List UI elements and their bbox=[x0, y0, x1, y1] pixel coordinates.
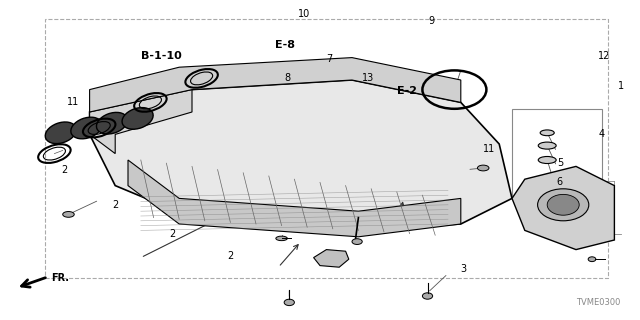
Polygon shape bbox=[90, 58, 461, 112]
Text: FR.: FR. bbox=[51, 273, 69, 284]
Text: 13: 13 bbox=[362, 73, 374, 84]
Polygon shape bbox=[90, 90, 192, 154]
Text: 10: 10 bbox=[298, 9, 310, 20]
Ellipse shape bbox=[63, 212, 74, 217]
Ellipse shape bbox=[547, 195, 579, 215]
Text: 2: 2 bbox=[112, 200, 118, 210]
Text: TVME0300: TVME0300 bbox=[577, 298, 621, 307]
Ellipse shape bbox=[538, 142, 556, 149]
Ellipse shape bbox=[538, 156, 556, 164]
Text: 11: 11 bbox=[483, 144, 495, 154]
Ellipse shape bbox=[71, 117, 102, 139]
Ellipse shape bbox=[276, 236, 287, 241]
Text: E-8: E-8 bbox=[275, 40, 295, 50]
Text: B-1-10: B-1-10 bbox=[141, 51, 182, 61]
Ellipse shape bbox=[122, 108, 153, 129]
Ellipse shape bbox=[97, 112, 127, 134]
Text: 3: 3 bbox=[461, 264, 467, 274]
Ellipse shape bbox=[538, 189, 589, 221]
Text: 12: 12 bbox=[598, 51, 611, 61]
Ellipse shape bbox=[352, 239, 362, 244]
Polygon shape bbox=[128, 160, 461, 237]
Text: 7: 7 bbox=[326, 54, 333, 64]
Text: 11: 11 bbox=[67, 97, 79, 108]
Text: 8: 8 bbox=[285, 73, 291, 84]
Polygon shape bbox=[90, 80, 512, 230]
Text: 4: 4 bbox=[598, 129, 605, 140]
Text: 2: 2 bbox=[227, 251, 234, 261]
Text: 9: 9 bbox=[429, 16, 435, 26]
Text: 2: 2 bbox=[61, 164, 67, 175]
Text: 5: 5 bbox=[557, 158, 563, 168]
Ellipse shape bbox=[540, 130, 554, 136]
Ellipse shape bbox=[45, 122, 76, 144]
Ellipse shape bbox=[477, 165, 489, 171]
Text: 2: 2 bbox=[170, 228, 176, 239]
Polygon shape bbox=[512, 166, 614, 250]
Polygon shape bbox=[314, 250, 349, 267]
Text: 1: 1 bbox=[618, 81, 624, 92]
Ellipse shape bbox=[284, 299, 294, 306]
Text: 6: 6 bbox=[557, 177, 563, 188]
Ellipse shape bbox=[422, 293, 433, 299]
Ellipse shape bbox=[588, 257, 596, 262]
Text: E-2: E-2 bbox=[397, 86, 417, 96]
